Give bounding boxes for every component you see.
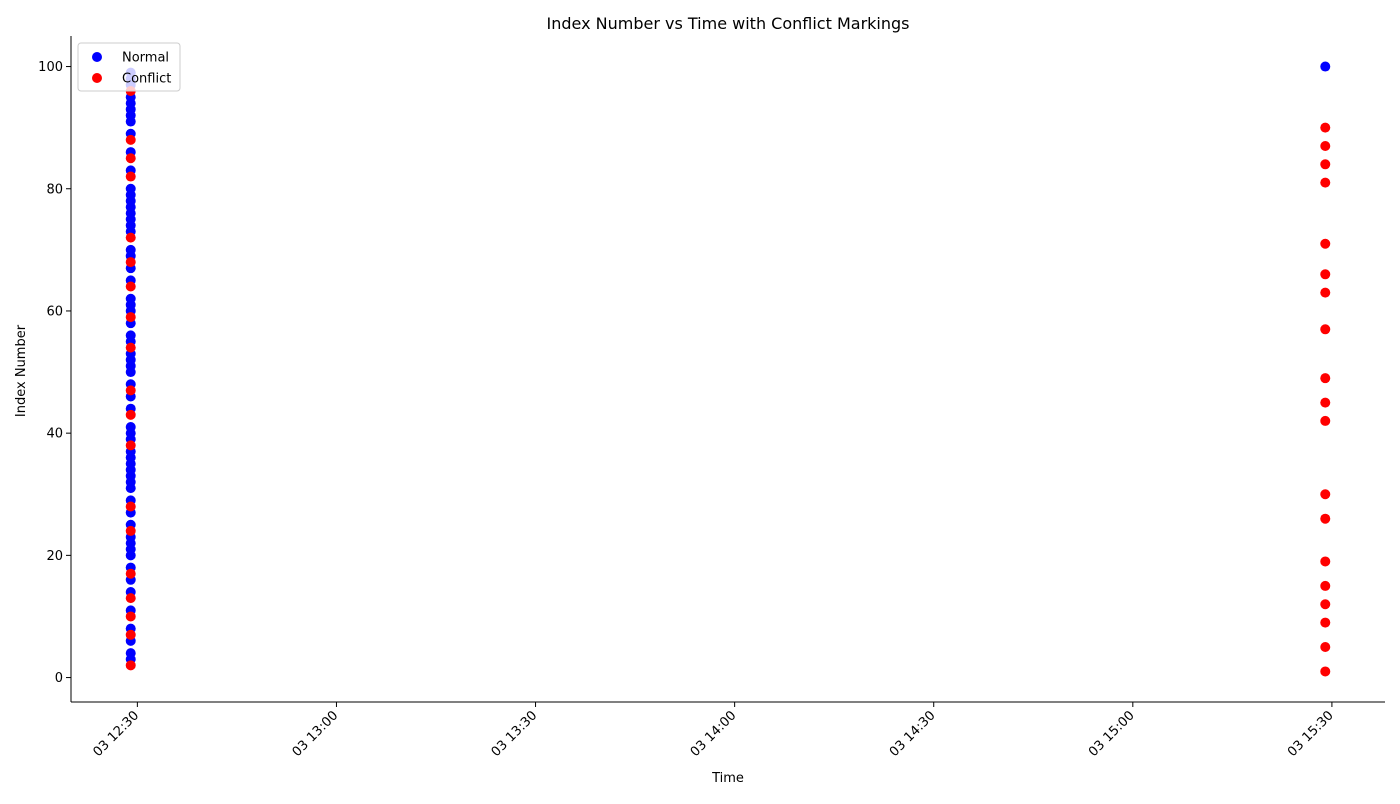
- conflict-point: [125, 629, 136, 640]
- normal-point: [125, 422, 136, 433]
- x-axis-label: Time: [711, 771, 744, 786]
- conflict-point: [1320, 415, 1331, 426]
- conflict-point: [125, 409, 136, 420]
- conflict-point: [125, 312, 136, 323]
- y-tick-label: 20: [46, 549, 63, 564]
- x-tick-label: 03 14:30: [887, 708, 939, 760]
- conflict-point: [1320, 238, 1331, 249]
- normal-point: [125, 183, 136, 194]
- conflict-point: [1320, 599, 1331, 610]
- conflict-point: [125, 525, 136, 536]
- normal-point: [125, 330, 136, 341]
- conflict-point: [1320, 617, 1331, 628]
- conflict-point: [125, 342, 136, 353]
- conflict-point: [1320, 122, 1331, 133]
- legend: Normal Conflict: [77, 42, 181, 92]
- x-tick-label: 03 15:30: [1285, 708, 1337, 760]
- y-tick-label: 60: [46, 304, 63, 319]
- x-tick-label: 03 12:30: [90, 708, 142, 760]
- normal-point: [125, 648, 136, 659]
- conflict-point: [1320, 397, 1331, 408]
- conflict-point: [125, 611, 136, 622]
- y-axis-label: Index Number: [14, 324, 29, 417]
- x-axis-ticks: 03 12:30 03 13:00 03 13:30 03 14:00 03 14:30…: [90, 702, 1337, 760]
- x-tick-label: 03 14:00: [688, 708, 740, 760]
- conflict-point: [1320, 140, 1331, 151]
- data-points: [125, 61, 1331, 677]
- conflict-point: [125, 568, 136, 579]
- legend-label-conflict: Conflict: [122, 72, 171, 87]
- conflict-point: [125, 232, 136, 243]
- legend-box: [77, 42, 181, 92]
- conflict-point: [125, 257, 136, 268]
- conflict-point: [1320, 666, 1331, 677]
- legend-marker-conflict: [92, 73, 102, 83]
- normal-point: [125, 244, 136, 255]
- y-tick-label: 100: [38, 60, 63, 75]
- conflict-point: [125, 660, 136, 671]
- x-tick-label: 03 15:00: [1086, 708, 1138, 760]
- conflict-point: [1320, 287, 1331, 298]
- conflict-point: [125, 593, 136, 604]
- legend-label-normal: Normal: [122, 51, 169, 66]
- conflict-point: [1320, 556, 1331, 567]
- axes: [70, 36, 1385, 703]
- conflict-point: [1320, 580, 1331, 591]
- y-tick-label: 80: [46, 182, 63, 197]
- conflict-point: [125, 385, 136, 396]
- conflict-point: [1320, 373, 1331, 384]
- conflict-point: [1320, 177, 1331, 188]
- conflict-point: [125, 153, 136, 164]
- conflict-point: [125, 281, 136, 292]
- normal-point: [125, 293, 136, 304]
- conflict-point: [1320, 513, 1331, 524]
- legend-marker-normal: [92, 52, 102, 62]
- x-tick-label: 03 13:30: [489, 708, 541, 760]
- conflict-point: [1320, 269, 1331, 280]
- normal-point: [1320, 61, 1331, 72]
- conflict-point: [1320, 324, 1331, 335]
- conflict-point: [1320, 642, 1331, 653]
- chart-title: Index Number vs Time with Conflict Marki…: [547, 14, 910, 33]
- x-tick-label: 03 13:00: [290, 708, 342, 760]
- conflict-point: [125, 501, 136, 512]
- conflict-point: [1320, 489, 1331, 500]
- y-tick-label: 40: [46, 427, 63, 442]
- y-tick-label: 0: [55, 671, 63, 686]
- y-axis-ticks: 0 20 40 60 80 100: [38, 60, 71, 686]
- conflict-point: [125, 440, 136, 451]
- conflict-point: [125, 134, 136, 145]
- conflict-point: [125, 171, 136, 182]
- conflict-point: [1320, 159, 1331, 170]
